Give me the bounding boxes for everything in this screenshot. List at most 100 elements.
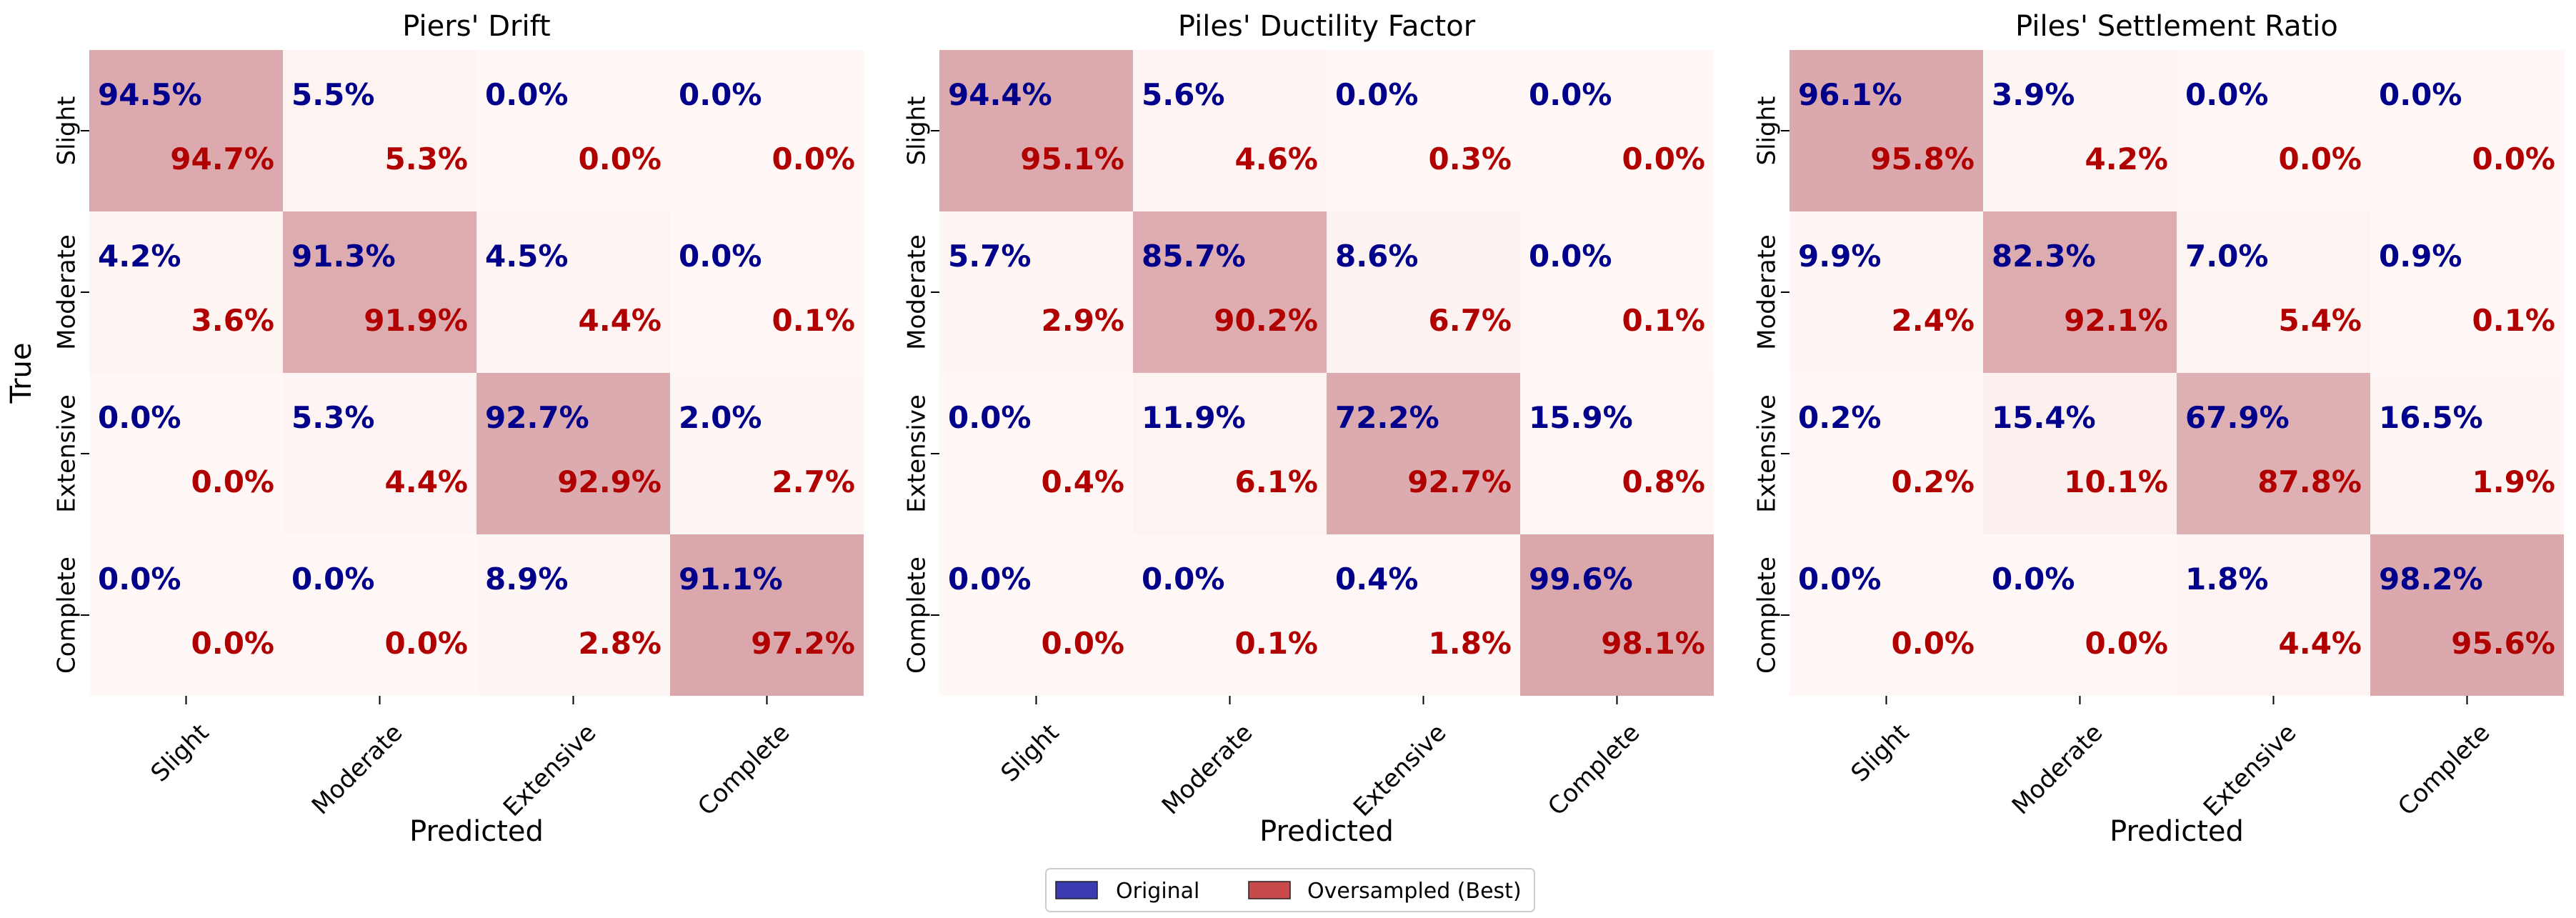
x-tick-label: Complete: [692, 719, 795, 822]
cell-label-original: 0.0%: [2379, 77, 2462, 112]
cell-label-oversampled: 0.1%: [772, 303, 855, 338]
cell-label-original: 0.0%: [291, 562, 374, 597]
heatmap-cell: [1133, 50, 1327, 211]
cell-label-original: 98.2%: [2379, 562, 2483, 597]
heatmap-cell: [2177, 373, 2370, 534]
heatmap-cell: [1520, 373, 1714, 534]
cell-label-oversampled: 4.2%: [2085, 141, 2168, 176]
cell-label-original: 0.0%: [98, 400, 181, 435]
cell-label-oversampled: 0.0%: [1042, 626, 1124, 661]
x-axis-label: Predicted: [409, 815, 544, 848]
cell-label-oversampled: 1.8%: [1429, 626, 1512, 661]
heatmap-cell: [1327, 211, 1520, 373]
cell-label-oversampled: 0.0%: [2085, 626, 2168, 661]
cell-label-oversampled: 0.1%: [2472, 303, 2555, 338]
cell-label-oversampled: 92.9%: [557, 464, 662, 499]
heatmap-cell: [1983, 50, 2177, 211]
cell-label-oversampled: 98.1%: [1601, 626, 1705, 661]
y-tick-label: Moderate: [903, 234, 932, 350]
x-axis-label: Predicted: [2110, 815, 2244, 848]
cell-label-original: 94.4%: [948, 77, 1052, 112]
cell-label-original: 0.0%: [1142, 562, 1224, 597]
cell-label-oversampled: 95.8%: [1870, 141, 1975, 176]
heatmap-cell: [476, 50, 670, 211]
y-tick-label: Moderate: [1753, 234, 1782, 350]
x-axis-label: Predicted: [1259, 815, 1394, 848]
cell-label-original: 11.9%: [1142, 400, 1246, 435]
cell-label-original: 85.7%: [1142, 239, 1246, 274]
heatmap-cell: [1327, 534, 1520, 696]
legend: Original Oversampled (Best): [1045, 868, 1535, 912]
cell-label-oversampled: 0.0%: [1622, 141, 1705, 176]
heatmap-cell: [476, 211, 670, 373]
cell-label-oversampled: 5.3%: [385, 141, 468, 176]
x-tick-label: Extensive: [498, 719, 601, 822]
cell-label-oversampled: 97.2%: [751, 626, 855, 661]
heatmap-cell: [476, 373, 670, 534]
legend-label-oversampled: Oversampled (Best): [1307, 879, 1522, 904]
cell-label-oversampled: 0.1%: [1622, 303, 1705, 338]
cell-label-original: 2.0%: [679, 400, 762, 435]
cell-label-original: 82.3%: [1992, 239, 2096, 274]
cell-label-original: 15.9%: [1529, 400, 1633, 435]
cell-label-oversampled: 2.4%: [1892, 303, 1975, 338]
cell-label-oversampled: 0.4%: [1042, 464, 1124, 499]
panel-title: Piers' Drift: [402, 10, 550, 43]
cell-label-oversampled: 0.0%: [2472, 141, 2555, 176]
cell-label-original: 5.3%: [291, 400, 374, 435]
cell-label-original: 91.3%: [291, 239, 396, 274]
cell-label-oversampled: 2.8%: [579, 626, 662, 661]
legend-label-original: Original: [1116, 879, 1199, 904]
y-tick-label: Complete: [903, 557, 932, 674]
cell-label-original: 72.2%: [1335, 400, 1439, 435]
y-tick-label: Moderate: [53, 234, 81, 350]
cell-label-oversampled: 92.7%: [1407, 464, 1512, 499]
cell-label-original: 7.0%: [2185, 239, 2268, 274]
y-tick-label: Slight: [903, 96, 932, 166]
y-tick-label: Slight: [1753, 96, 1782, 166]
cell-label-original: 0.0%: [485, 77, 568, 112]
heatmap-cell: [1133, 534, 1327, 696]
cell-label-original: 91.1%: [679, 562, 783, 597]
x-tick-label: Extensive: [1348, 719, 1452, 822]
legend-swatch-original: [1055, 881, 1098, 899]
y-axis-label: True: [5, 343, 38, 404]
cell-label-oversampled: 5.4%: [2279, 303, 2362, 338]
cell-label-oversampled: 10.1%: [2064, 464, 2168, 499]
heatmap-cell: [2177, 50, 2370, 211]
cell-label-original: 8.6%: [1335, 239, 1418, 274]
cell-label-original: 0.0%: [679, 77, 762, 112]
heatmap-cell: [939, 373, 1133, 534]
heatmap-cell: [670, 50, 864, 211]
x-tick-label: Complete: [1542, 719, 1645, 822]
heatmap-cell: [283, 211, 476, 373]
cell-label-oversampled: 0.0%: [2279, 141, 2362, 176]
heatmap-cell: [670, 211, 864, 373]
y-tick-label: Complete: [1753, 557, 1782, 674]
heatmap-panel-2: Piles' Settlement Ratio 96.1% 95.8% 3.9% 4.2…: [1753, 10, 2564, 848]
heatmap-cell: [2370, 373, 2564, 534]
heatmap-cell: [89, 50, 283, 211]
cell-label-original: 0.2%: [1798, 400, 1881, 435]
cell-label-original: 5.7%: [948, 239, 1031, 274]
cell-label-original: 5.6%: [1142, 77, 1224, 112]
heatmap-cell: [939, 50, 1133, 211]
heatmap-cell: [1133, 373, 1327, 534]
cell-label-original: 0.0%: [1335, 77, 1418, 112]
x-tick-label: Complete: [2392, 719, 2495, 822]
cell-label-original: 0.0%: [1798, 562, 1881, 597]
cell-label-oversampled: 95.6%: [2451, 626, 2555, 661]
cell-label-original: 0.0%: [2185, 77, 2268, 112]
cell-label-original: 0.9%: [2379, 239, 2462, 274]
cell-label-oversampled: 2.7%: [772, 464, 855, 499]
heatmap-cell: [670, 534, 864, 696]
heatmap-cell: [1789, 50, 1983, 211]
x-tick-label: Extensive: [2198, 719, 2302, 822]
cell-label-original: 67.9%: [2185, 400, 2290, 435]
heatmap-cell: [283, 373, 476, 534]
heatmap-cell: [89, 211, 283, 373]
cell-label-oversampled: 4.4%: [2279, 626, 2362, 661]
cell-label-original: 96.1%: [1798, 77, 1902, 112]
cell-label-original: 0.0%: [1529, 77, 1612, 112]
